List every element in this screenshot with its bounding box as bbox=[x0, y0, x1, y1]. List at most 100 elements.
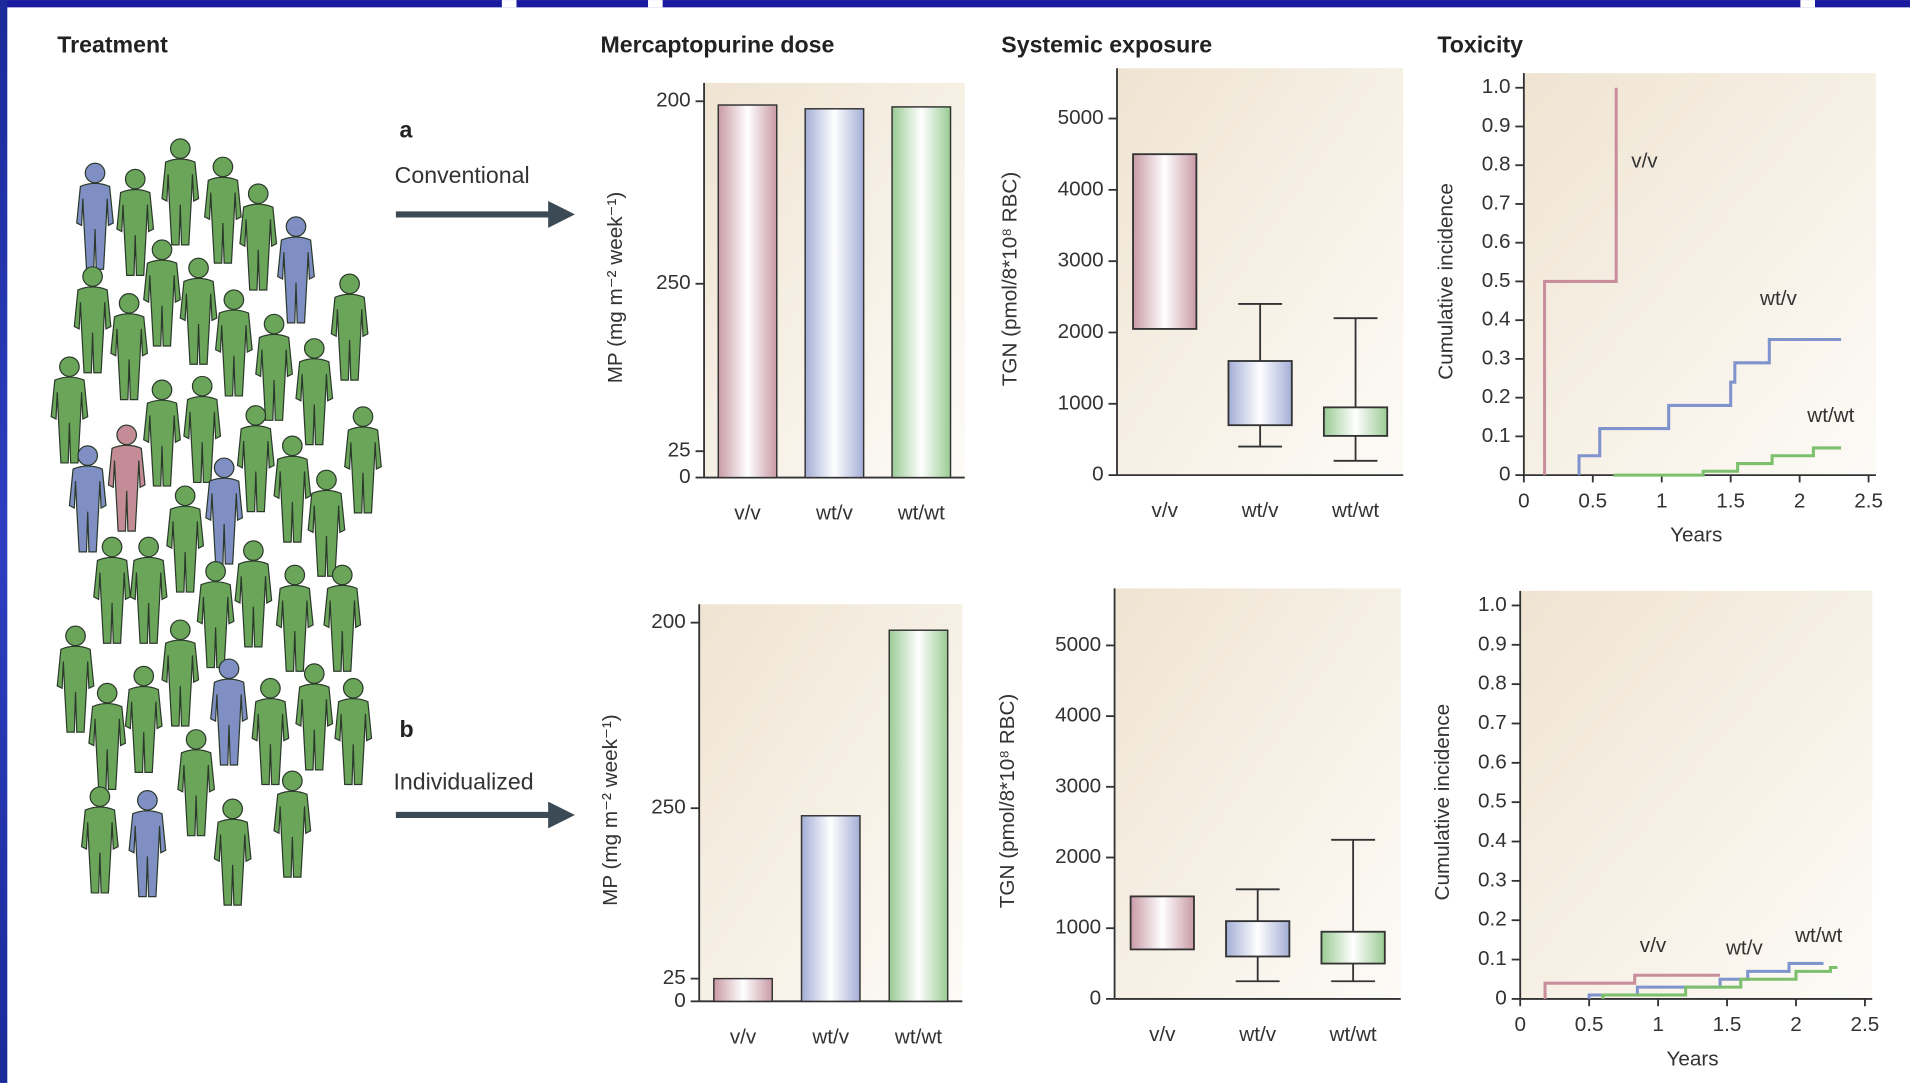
x-tick-label: wt/v bbox=[1241, 499, 1279, 522]
person-icon bbox=[211, 659, 248, 765]
y-tick-label: 2000 bbox=[1058, 320, 1104, 343]
page: Treatment Mercaptopurine dose Systemic e… bbox=[0, 0, 1910, 1083]
y-tick-label: 200 bbox=[656, 89, 691, 112]
y-tick-label: 0.4 bbox=[1482, 308, 1511, 331]
box bbox=[1228, 361, 1291, 425]
series-label: v/v bbox=[1640, 934, 1667, 957]
y-tick-label: 200 bbox=[651, 610, 686, 633]
person-icon bbox=[205, 157, 242, 263]
top-bar bbox=[0, 0, 1910, 7]
y-tick-label: 250 bbox=[651, 796, 686, 819]
bar bbox=[889, 630, 947, 1001]
y-tick-label: 0.5 bbox=[1478, 790, 1507, 813]
panel-letter: a bbox=[400, 117, 414, 143]
y-tick-label: 3000 bbox=[1055, 774, 1101, 797]
arrow bbox=[396, 201, 575, 228]
person-icon bbox=[256, 314, 293, 420]
x-axis-label: Years bbox=[1670, 523, 1722, 546]
bar bbox=[802, 816, 860, 1002]
y-tick-label: 0 bbox=[1495, 986, 1507, 1009]
y-tick-label: 0.8 bbox=[1478, 672, 1507, 695]
x-tick-label: 2.5 bbox=[1854, 489, 1883, 512]
y-axis-label: Cumulative incidence bbox=[1431, 704, 1454, 901]
y-tick-label: 0.8 bbox=[1482, 153, 1511, 176]
y-tick-label: 0 bbox=[679, 465, 691, 488]
column-title: Toxicity bbox=[1437, 31, 1523, 57]
y-axis-label: Cumulative incidence bbox=[1435, 183, 1458, 380]
patient-group bbox=[51, 139, 381, 905]
person-icon bbox=[144, 380, 181, 486]
y-tick-label: 0.4 bbox=[1478, 829, 1507, 852]
person-icon bbox=[144, 240, 181, 346]
person-icon bbox=[129, 791, 166, 897]
person-icon bbox=[335, 679, 372, 785]
x-tick-label: 0.5 bbox=[1578, 489, 1607, 512]
person-icon bbox=[274, 436, 311, 542]
person-icon bbox=[308, 470, 345, 576]
person-icon bbox=[274, 771, 311, 877]
box bbox=[1131, 896, 1194, 949]
y-tick-label: 25 bbox=[663, 966, 686, 989]
person-icon bbox=[111, 294, 148, 400]
y-tick-label: 5000 bbox=[1058, 106, 1104, 129]
person-icon bbox=[214, 799, 251, 905]
person-icon bbox=[117, 169, 154, 275]
x-tick-label: wt/wt bbox=[1329, 1023, 1377, 1046]
x-tick-label: v/v bbox=[730, 1025, 757, 1048]
x-tick-label: wt/v bbox=[1238, 1023, 1276, 1046]
person-icon bbox=[89, 683, 126, 789]
person-icon bbox=[238, 406, 275, 512]
x-tick-label: 1 bbox=[1656, 489, 1668, 512]
left-edge bbox=[0, 0, 7, 1083]
y-axis-label: MP (mg m⁻² week⁻¹) bbox=[604, 192, 627, 384]
y-tick-label: 5000 bbox=[1055, 633, 1101, 656]
panel-letter: b bbox=[400, 716, 414, 742]
y-tick-label: 1000 bbox=[1055, 916, 1101, 939]
box bbox=[1226, 921, 1289, 956]
person-icon bbox=[180, 258, 217, 364]
person-icon bbox=[345, 407, 382, 513]
person-icon bbox=[278, 217, 315, 323]
box bbox=[1133, 154, 1196, 329]
y-tick-label: 0.5 bbox=[1482, 269, 1511, 292]
x-tick-label: 2 bbox=[1790, 1013, 1802, 1036]
y-tick-label: 0.1 bbox=[1478, 947, 1507, 970]
bar-gap bbox=[502, 0, 517, 7]
person-icon bbox=[197, 562, 234, 668]
bar bbox=[892, 107, 950, 478]
y-tick-label: 2000 bbox=[1055, 845, 1101, 868]
x-tick-label: wt/wt bbox=[1331, 499, 1379, 522]
x-tick-label: 0.5 bbox=[1575, 1013, 1604, 1036]
y-tick-label: 0.6 bbox=[1482, 230, 1511, 253]
person-icon bbox=[252, 679, 289, 785]
x-tick-label: v/v bbox=[1149, 1023, 1176, 1046]
y-tick-label: 4000 bbox=[1055, 704, 1101, 727]
person-icon bbox=[162, 139, 199, 245]
person-icon bbox=[277, 565, 314, 671]
x-tick-label: 1.5 bbox=[1713, 1013, 1742, 1036]
x-tick-label: 2.5 bbox=[1851, 1013, 1880, 1036]
y-tick-label: 4000 bbox=[1058, 177, 1104, 200]
panel-label: Conventional bbox=[395, 162, 530, 188]
series-label: wt/v bbox=[1759, 287, 1797, 310]
bar bbox=[718, 105, 776, 478]
person-icon bbox=[235, 541, 272, 647]
bar-gap bbox=[648, 0, 663, 7]
y-tick-label: 0.6 bbox=[1478, 750, 1507, 773]
series-label: v/v bbox=[1631, 150, 1658, 173]
person-icon bbox=[296, 664, 333, 770]
bar bbox=[714, 979, 772, 1002]
y-tick-label: 0.2 bbox=[1482, 385, 1511, 408]
person-icon bbox=[296, 339, 333, 445]
y-tick-label: 0 bbox=[674, 989, 686, 1012]
x-tick-label: wt/v bbox=[811, 1025, 849, 1048]
series-label: wt/wt bbox=[1794, 924, 1842, 947]
y-tick-label: 3000 bbox=[1058, 249, 1104, 272]
y-tick-label: 0.9 bbox=[1482, 114, 1511, 137]
person-icon bbox=[324, 565, 361, 671]
y-tick-label: 0 bbox=[1092, 463, 1104, 486]
x-tick-label: v/v bbox=[734, 502, 761, 525]
x-tick-label: 1.5 bbox=[1716, 489, 1745, 512]
y-tick-label: 0.1 bbox=[1482, 424, 1511, 447]
column-title: Systemic exposure bbox=[1001, 31, 1212, 57]
